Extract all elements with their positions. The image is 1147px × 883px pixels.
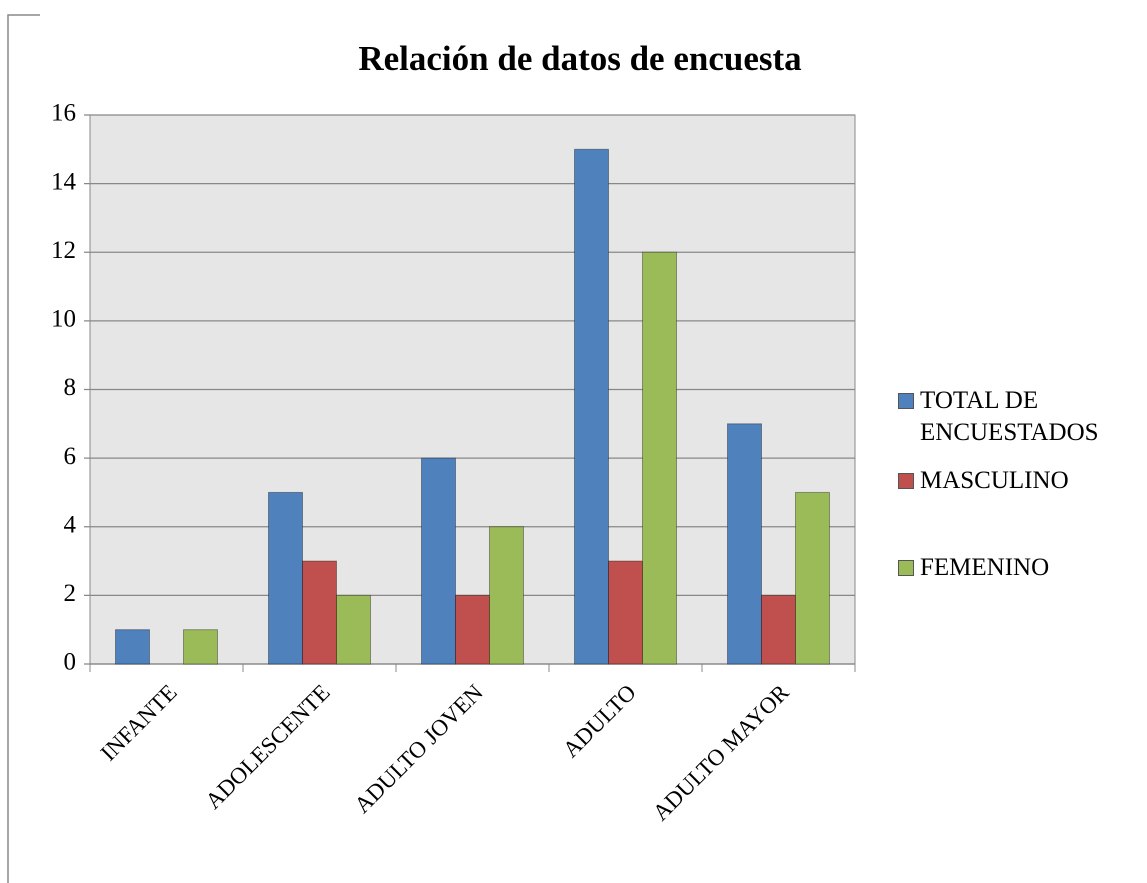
y-tick-label: 2 bbox=[64, 580, 77, 607]
y-tick-label: 14 bbox=[51, 168, 77, 195]
legend-swatch bbox=[898, 473, 914, 489]
bar bbox=[336, 594, 371, 665]
y-tick-label: 8 bbox=[64, 374, 77, 401]
bar bbox=[115, 629, 150, 665]
bar bbox=[421, 457, 456, 665]
bar bbox=[489, 526, 524, 665]
bar bbox=[608, 560, 643, 665]
y-tick-label: 0 bbox=[64, 649, 77, 676]
bar bbox=[574, 148, 609, 665]
x-tick-label: ADULTO MAYOR bbox=[648, 679, 794, 825]
y-tick-label: 16 bbox=[51, 100, 76, 127]
legend-swatch bbox=[898, 393, 914, 409]
bar bbox=[795, 491, 830, 665]
x-tick-label: ADULTO JOVEN bbox=[349, 679, 488, 818]
y-tick-label: 6 bbox=[64, 443, 77, 470]
y-tick-label: 10 bbox=[51, 306, 76, 333]
x-tick-label: INFANTE bbox=[96, 680, 182, 766]
x-tick-label: ADOLESCENTE bbox=[201, 680, 335, 814]
chart-title: Relación de datos de encuesta bbox=[358, 39, 801, 78]
bar bbox=[455, 594, 490, 665]
legend-label: TOTAL DE ENCUESTADOS bbox=[920, 387, 1099, 446]
bar bbox=[761, 594, 796, 665]
legend-label: MASCULINO bbox=[920, 467, 1069, 494]
chart-border bbox=[7, 14, 40, 883]
bar bbox=[727, 423, 762, 665]
y-tick-label: 4 bbox=[64, 511, 77, 538]
bar bbox=[642, 251, 677, 665]
legend-label: FEMENINO bbox=[920, 554, 1050, 581]
legend-swatch bbox=[898, 560, 914, 576]
bar bbox=[302, 560, 337, 665]
bar bbox=[268, 491, 303, 665]
x-tick-label: ADULTO bbox=[558, 680, 641, 763]
bar bbox=[183, 629, 218, 665]
y-tick-label: 12 bbox=[51, 237, 76, 264]
